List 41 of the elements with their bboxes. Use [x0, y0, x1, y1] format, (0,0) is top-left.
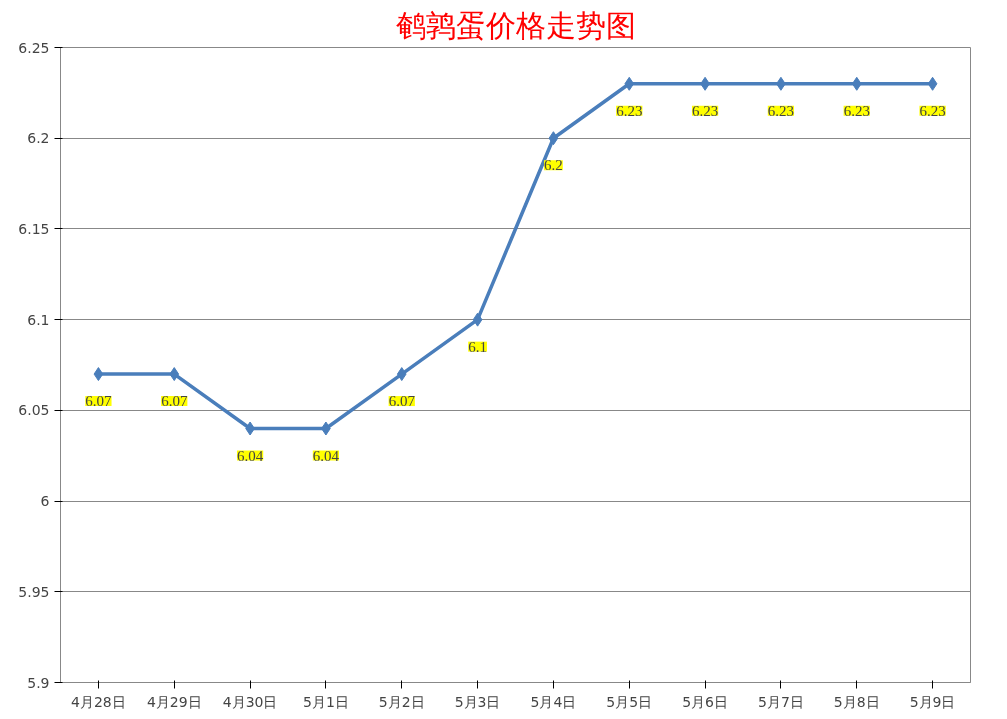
data-label: 6.07 [388, 393, 416, 410]
x-tick-label: 4月29日 [146, 693, 202, 710]
point [927, 76, 938, 91]
y-tick-label: 5.95 [18, 583, 50, 600]
point [396, 367, 407, 382]
x-tick-label: 4月28日 [71, 693, 126, 710]
x-tick-label: 5月6日 [682, 693, 728, 710]
x-tick-label: 4月30日 [222, 693, 278, 710]
x-tick-label: 5月3日 [454, 693, 501, 710]
point [548, 131, 559, 146]
data-label: 6.23 [616, 102, 643, 119]
x-tick-label: 5月1日 [303, 693, 349, 710]
x-tick-label: 5月5日 [606, 693, 653, 710]
x-tick-label: 5月9日 [909, 693, 956, 710]
y-tick-label: 5.9 [27, 674, 50, 691]
y-tick-label: 6.2 [27, 130, 50, 147]
data-label: 6.07 [161, 393, 188, 410]
data-label: 6.23 [691, 102, 719, 119]
y-tick-label: 6.1 [27, 311, 50, 328]
data-label: 6.23 [919, 102, 946, 119]
y-tick-label: 6 [40, 493, 50, 510]
y-tick-label: 6.15 [18, 220, 50, 237]
chart-title: 鹌鹑蛋价格走势图 [395, 7, 636, 43]
data-label: 6.04 [236, 447, 264, 464]
x-tick-label: 5月4日 [530, 693, 577, 710]
data-label: 6.07 [85, 393, 113, 410]
x-tick-label: 5月2日 [378, 693, 425, 710]
point [93, 367, 104, 382]
data-label: 6.2 [544, 157, 563, 174]
point [169, 367, 180, 382]
y-tick-label: 6.05 [18, 402, 50, 419]
data-label: 6.1 [468, 338, 487, 355]
data-label: 6.04 [312, 447, 340, 464]
x-tick-label: 5月7日 [758, 693, 804, 710]
point [624, 76, 635, 91]
x-tick-label: 5月8日 [833, 693, 880, 710]
data-label: 6.23 [843, 102, 870, 119]
point [472, 312, 483, 327]
point [851, 76, 862, 91]
data-label: 6.23 [767, 102, 795, 119]
y-tick-label: 6.25 [18, 39, 50, 56]
